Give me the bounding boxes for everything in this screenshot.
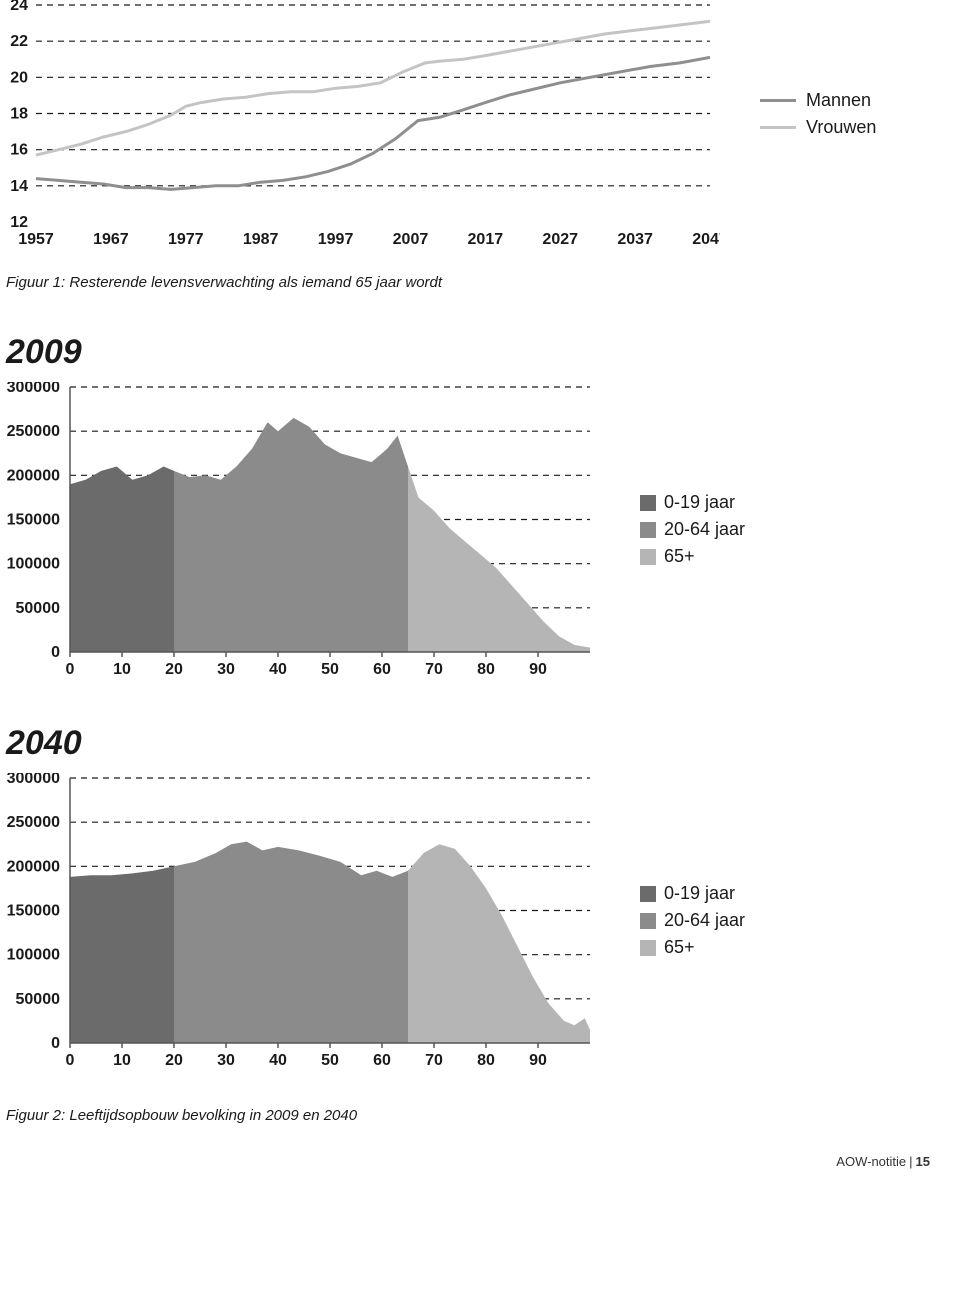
- legend-swatch: [640, 940, 656, 956]
- svg-text:1977: 1977: [168, 231, 204, 248]
- svg-text:40: 40: [269, 1052, 287, 1069]
- svg-text:20: 20: [165, 661, 183, 678]
- legend-label: 20-64 jaar: [664, 519, 745, 540]
- legend-label: 65+: [664, 937, 695, 958]
- chart3-title: 2040: [6, 724, 960, 763]
- svg-text:30: 30: [217, 1052, 235, 1069]
- svg-text:50: 50: [321, 1052, 339, 1069]
- legend-swatch: [760, 126, 796, 129]
- svg-text:250000: 250000: [7, 423, 60, 440]
- svg-text:200000: 200000: [7, 467, 60, 484]
- legend-label: 0-19 jaar: [664, 883, 735, 904]
- legend-swatch: [640, 549, 656, 565]
- svg-text:250000: 250000: [7, 814, 60, 831]
- svg-text:40: 40: [269, 661, 287, 678]
- svg-text:12: 12: [10, 214, 28, 231]
- svg-text:0: 0: [66, 1052, 75, 1069]
- legend-label: 20-64 jaar: [664, 910, 745, 931]
- svg-text:2027: 2027: [542, 231, 578, 248]
- figure1-caption: Figuur 1: Resterende levensverwachting a…: [6, 274, 960, 291]
- svg-text:80: 80: [477, 661, 495, 678]
- legend-swatch: [640, 495, 656, 511]
- svg-text:300000: 300000: [7, 382, 60, 396]
- svg-text:2017: 2017: [468, 231, 504, 248]
- svg-text:22: 22: [10, 33, 28, 50]
- svg-text:300000: 300000: [7, 773, 60, 787]
- svg-text:100000: 100000: [7, 556, 60, 573]
- svg-text:20: 20: [10, 69, 28, 86]
- svg-text:1987: 1987: [243, 231, 279, 248]
- legend-label: 0-19 jaar: [664, 492, 735, 513]
- legend-item: Mannen: [760, 90, 876, 111]
- chart2-title: 2009: [6, 333, 960, 372]
- svg-text:1957: 1957: [18, 231, 54, 248]
- legend-swatch: [640, 913, 656, 929]
- svg-text:70: 70: [425, 1052, 443, 1069]
- svg-text:80: 80: [477, 1052, 495, 1069]
- svg-text:1967: 1967: [93, 231, 129, 248]
- legend-swatch: [760, 99, 796, 102]
- page-footer: AOW-notitie | 15: [0, 1124, 960, 1179]
- svg-text:30: 30: [217, 661, 235, 678]
- svg-text:50000: 50000: [16, 991, 61, 1008]
- svg-text:1997: 1997: [318, 231, 354, 248]
- footer-page: 15: [916, 1154, 930, 1169]
- svg-text:200000: 200000: [7, 858, 60, 875]
- chart1-legend: Mannen Vrouwen: [760, 90, 876, 144]
- legend-item: 20-64 jaar: [640, 910, 745, 931]
- life-expectancy-chart: 24 22 20 18 16 14 121957 1967 1977 1987 1997 2007 20…: [0, 0, 960, 291]
- svg-text:0: 0: [51, 1035, 60, 1052]
- svg-text:10: 10: [113, 1052, 131, 1069]
- svg-text:0: 0: [66, 661, 75, 678]
- legend-label: Vrouwen: [806, 117, 876, 138]
- svg-text:100000: 100000: [7, 947, 60, 964]
- legend-item: 0-19 jaar: [640, 883, 745, 904]
- footer-separator: |: [909, 1154, 912, 1169]
- svg-text:14: 14: [10, 178, 28, 195]
- svg-text:20: 20: [165, 1052, 183, 1069]
- footer-label: AOW-notitie: [836, 1154, 906, 1169]
- svg-text:18: 18: [10, 106, 28, 123]
- legend-item: 20-64 jaar: [640, 519, 745, 540]
- svg-text:10: 10: [113, 661, 131, 678]
- population-2040-chart: 300000 250000 200000 150000 100000 50000 00 10 2…: [0, 773, 960, 1073]
- svg-text:70: 70: [425, 661, 443, 678]
- legend-swatch: [640, 522, 656, 538]
- figure2-caption: Figuur 2: Leeftijdsopbouw bevolking in 2…: [6, 1107, 960, 1124]
- legend-label: 65+: [664, 546, 695, 567]
- legend-swatch: [640, 886, 656, 902]
- svg-text:60: 60: [373, 1052, 391, 1069]
- svg-text:60: 60: [373, 661, 391, 678]
- legend-item: 65+: [640, 546, 745, 567]
- svg-text:16: 16: [10, 142, 28, 159]
- population-2009-chart: 300000 250000 200000 150000 100000 50000 00 10 2…: [0, 382, 960, 682]
- svg-text:2047: 2047: [692, 231, 720, 248]
- svg-text:2007: 2007: [393, 231, 429, 248]
- legend-item: 65+: [640, 937, 745, 958]
- svg-text:150000: 150000: [7, 512, 60, 529]
- svg-text:90: 90: [529, 1052, 547, 1069]
- svg-text:90: 90: [529, 661, 547, 678]
- chart2-legend: 0-19 jaar 20-64 jaar 65+: [640, 492, 745, 573]
- svg-text:50: 50: [321, 661, 339, 678]
- legend-label: Mannen: [806, 90, 871, 111]
- legend-item: 0-19 jaar: [640, 492, 745, 513]
- svg-text:150000: 150000: [7, 903, 60, 920]
- legend-item: Vrouwen: [760, 117, 876, 138]
- svg-text:2037: 2037: [617, 231, 653, 248]
- svg-text:0: 0: [51, 644, 60, 661]
- chart3-legend: 0-19 jaar 20-64 jaar 65+: [640, 883, 745, 964]
- svg-text:24: 24: [10, 0, 28, 14]
- svg-text:50000: 50000: [16, 600, 61, 617]
